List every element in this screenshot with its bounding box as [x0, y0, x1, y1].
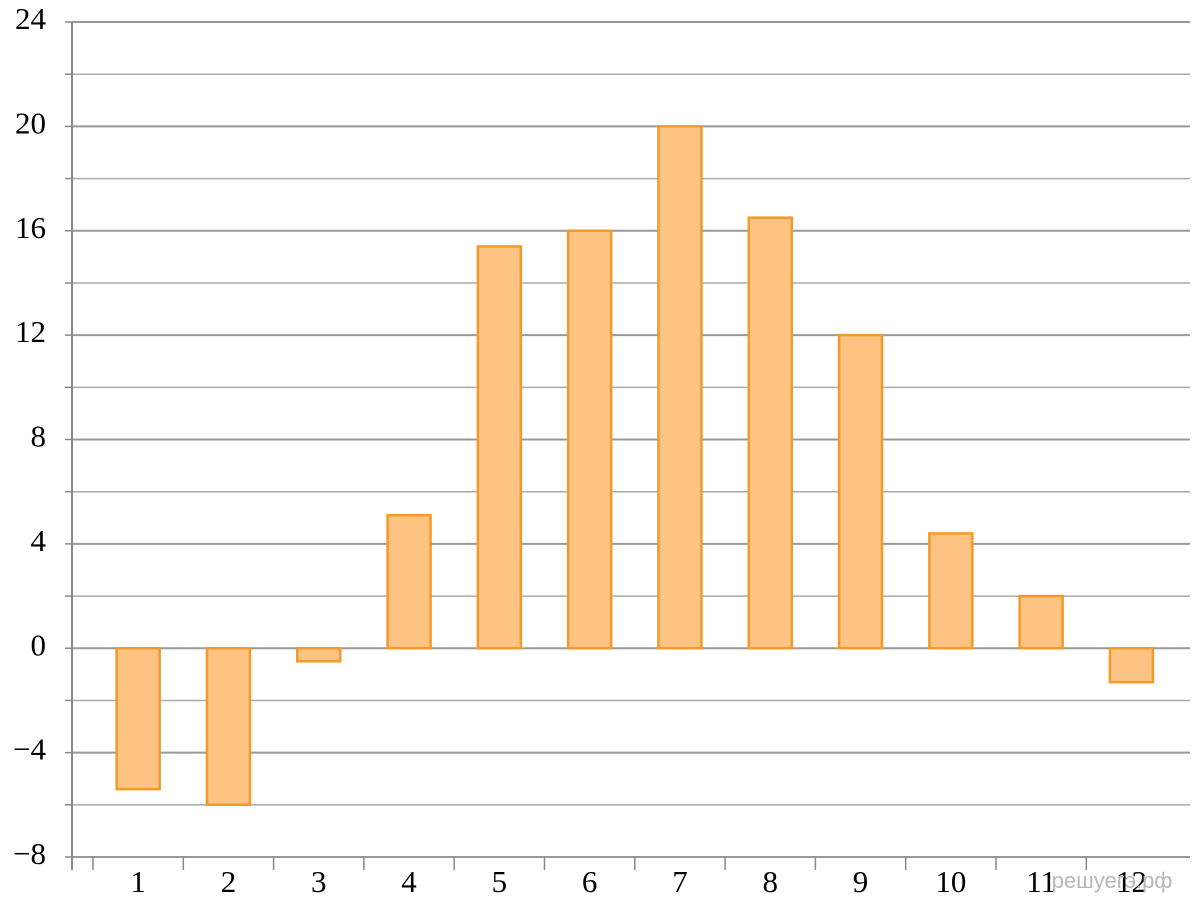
y-tick-label: 4 — [31, 523, 47, 558]
y-tick-label: 16 — [15, 210, 46, 245]
x-tick-label: 7 — [672, 864, 688, 899]
bar — [476, 245, 523, 650]
x-tick-label: 4 — [401, 864, 417, 899]
x-tick-label: 5 — [492, 864, 508, 899]
x-tick-label: 12 — [1116, 864, 1147, 899]
bar — [296, 647, 342, 663]
watermark: решуегэ.рф — [1052, 868, 1173, 893]
bar — [1018, 594, 1064, 650]
y-tick-label: 0 — [31, 627, 47, 662]
bar — [657, 125, 703, 650]
x-tick-label: 10 — [935, 864, 966, 899]
bar — [747, 216, 793, 650]
x-tick-label: 6 — [582, 864, 598, 899]
bar — [205, 647, 252, 807]
y-tick-label: −8 — [13, 836, 46, 871]
bar — [837, 333, 884, 650]
bar — [115, 647, 161, 791]
bar — [1108, 647, 1155, 684]
x-tick-label: 9 — [853, 864, 869, 899]
x-tick-label: 8 — [763, 864, 779, 899]
y-tick-label: 12 — [15, 314, 46, 349]
x-tick-label: 1 — [130, 864, 146, 899]
x-tick-label: 11 — [1026, 864, 1056, 899]
y-tick-label: −4 — [13, 732, 46, 767]
y-tick-label: 24 — [15, 1, 47, 36]
bar — [566, 229, 613, 650]
x-tick-label: 2 — [221, 864, 237, 899]
y-tick-label: 8 — [31, 419, 47, 454]
bar — [928, 532, 974, 650]
y-tick-label: 20 — [15, 105, 46, 140]
bar — [386, 513, 432, 650]
x-tick-label: 3 — [311, 864, 327, 899]
